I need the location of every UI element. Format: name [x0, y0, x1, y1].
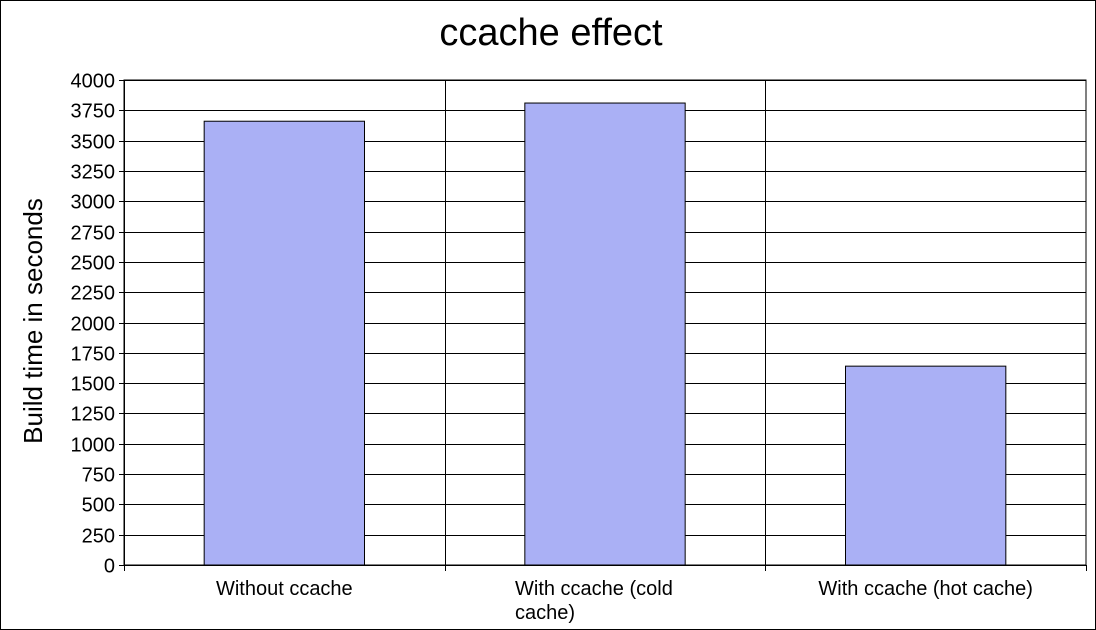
- bar: [524, 102, 686, 566]
- x-category-label: Without ccache: [216, 578, 353, 600]
- x-category-label: With ccache (cold cache): [515, 578, 673, 624]
- chart-title: ccache effect: [439, 12, 663, 54]
- y-tick-labels: 0 250 500 750 1000 1250 1500 1750 2000 2250 2500 27…: [71, 71, 116, 578]
- y-tick-label: 1750: [71, 344, 116, 366]
- y-tick-label: 750: [82, 465, 115, 487]
- y-tick-label: 1500: [71, 374, 116, 396]
- x-category-label: With ccache (hot cache): [818, 578, 1033, 600]
- y-axis-title: Build time in seconds: [18, 198, 48, 444]
- y-tick-label: 3500: [71, 132, 116, 154]
- bar: [203, 120, 365, 566]
- axes: [119, 80, 1087, 571]
- y-tick-label: 250: [82, 526, 115, 548]
- y-tick-label: 2250: [71, 283, 116, 305]
- y-tick-label: 3250: [71, 162, 116, 184]
- x-category-label-line: With ccache (cold: [515, 578, 673, 600]
- y-tick-label: 3000: [71, 192, 116, 214]
- y-tick-label: 500: [82, 495, 115, 517]
- bars: [203, 102, 1007, 566]
- y-tick-label: 1000: [71, 435, 116, 457]
- y-tick-label: 0: [104, 556, 115, 578]
- y-tick-label: 3750: [71, 101, 116, 123]
- y-tick-label: 1250: [71, 404, 116, 426]
- y-tick-label: 2750: [71, 223, 116, 245]
- x-category-labels: Without ccache With ccache (cold cache)Wit…: [216, 578, 1033, 624]
- y-tick-label: 4000: [71, 71, 116, 93]
- x-category-label-line: cache): [515, 602, 575, 624]
- y-tick-label: 2500: [71, 253, 116, 275]
- bar: [845, 365, 1007, 566]
- y-tick-label: 2000: [71, 314, 116, 336]
